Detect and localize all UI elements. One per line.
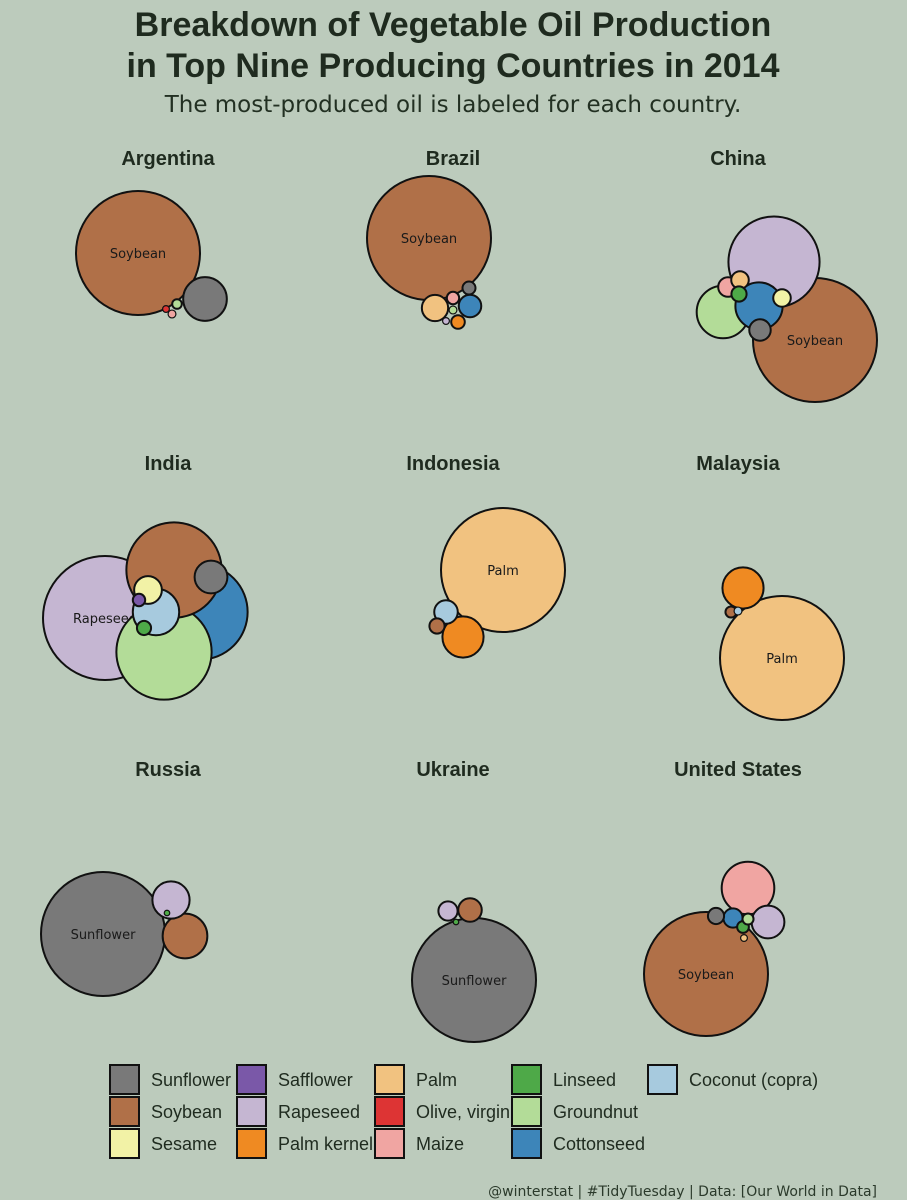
legend-label: Palm <box>416 1070 457 1090</box>
legend-label: Sesame <box>151 1134 217 1154</box>
panel-indonesia: Indonesia Palm <box>406 453 566 659</box>
legend-swatch-sesame <box>109 1128 140 1159</box>
panel-ukraine: Ukraine Sunflower <box>411 759 537 1043</box>
bubble-palm-kernel <box>441 615 485 659</box>
legend-swatch-groundnut <box>511 1096 542 1127</box>
bubble-soybean <box>457 897 483 923</box>
panel-title: Argentina <box>121 148 215 170</box>
panel-brazil: Brazil Soybean <box>366 148 492 330</box>
bubble-palm <box>719 595 845 721</box>
bubble-sesame <box>772 288 792 308</box>
panel-russia: Russia Sunflower <box>40 759 209 997</box>
bubble-palm <box>440 507 566 633</box>
legend-label: Rapeseed <box>278 1102 360 1122</box>
legend-label: Safflower <box>278 1070 353 1090</box>
bubble-maize <box>167 309 177 319</box>
bubble-maize <box>445 290 461 306</box>
panel-title: India <box>145 453 193 475</box>
bubble-groundnut <box>741 912 755 926</box>
legend-label: Coconut (copra) <box>689 1070 818 1090</box>
bubble-label: Palm <box>766 652 798 667</box>
legend: Sunflower Soybean Sesame Safflower Rapeseed P… <box>109 1064 818 1159</box>
bubble-groundnut <box>448 305 458 315</box>
country-panels: Argentina Soybean Brazil Soybean China Soybea… <box>40 148 878 1043</box>
legend-swatch-soybean <box>109 1096 140 1127</box>
panel-argentina: Argentina Soybean <box>75 148 228 322</box>
legend-label: Sunflower <box>151 1070 231 1090</box>
chart-title-line-2: in Top Nine Producing Countries in 2014 <box>127 47 780 85</box>
bubble-soybean <box>75 190 201 316</box>
bubble-cottonseed <box>457 293 483 319</box>
bubble-palm <box>420 293 450 323</box>
bubble-groundnut <box>171 298 183 310</box>
legend-label: Linseed <box>553 1070 616 1090</box>
chart-caption: @winterstat | #TidyTuesday | Data: [Our … <box>488 1184 877 1200</box>
panel-title: Ukraine <box>416 759 489 781</box>
bubble-coconut <box>433 599 459 625</box>
bubble-olive <box>162 305 170 313</box>
panel-title: Russia <box>135 759 201 781</box>
bubble-label: Soybean <box>401 232 457 247</box>
panel-title: China <box>710 148 766 170</box>
bubble-safflower <box>131 592 147 608</box>
panel-title: Brazil <box>426 148 480 170</box>
panel-india: India Rapeseed <box>42 453 249 701</box>
bubble-linseed <box>135 619 153 637</box>
panel-title: Indonesia <box>406 453 500 475</box>
chart-subtitle: The most-produced oil is labeled for eac… <box>164 92 742 118</box>
legend-swatch-palm <box>374 1064 405 1095</box>
bubble-palm-kernel <box>721 566 765 610</box>
panel-malaysia: Malaysia Palm <box>696 453 845 721</box>
bubble-soybean <box>428 617 446 635</box>
legend-swatch-sunflower <box>109 1064 140 1095</box>
bubble-sunflower <box>182 276 228 322</box>
bubble-palm-kernel <box>450 314 466 330</box>
legend-label: Groundnut <box>553 1102 638 1122</box>
bubble-sunflower <box>193 559 229 595</box>
legend-swatch-maize <box>374 1128 405 1159</box>
bubble-label: Palm <box>487 564 519 579</box>
bubble-linseed <box>452 918 460 926</box>
bubble-palm <box>740 934 748 942</box>
panel-title: United States <box>674 759 802 781</box>
legend-swatch-olive <box>374 1096 405 1127</box>
bubble-rapeseed <box>750 904 786 940</box>
legend-swatch-cottonseed <box>511 1128 542 1159</box>
bubble-sunflower <box>461 280 477 296</box>
bubble-label: Soybean <box>787 334 843 349</box>
legend-label: Palm kernel <box>278 1134 373 1154</box>
bubble-label: Sunflower <box>71 928 137 943</box>
legend-swatch-linseed <box>511 1064 542 1095</box>
bubble-rapeseed <box>437 900 459 922</box>
legend-swatch-palm-kernel <box>236 1128 267 1159</box>
legend-label: Soybean <box>151 1102 222 1122</box>
legend-swatch-rapeseed <box>236 1096 267 1127</box>
panel-united-states: United States Soybean <box>643 759 802 1037</box>
bubble-label: Soybean <box>678 968 734 983</box>
bubble-sunflower <box>706 906 726 926</box>
bubble-rapeseed <box>442 317 450 325</box>
bubble-linseed <box>163 909 171 917</box>
legend-label: Cottonseed <box>553 1134 645 1154</box>
legend-swatch-coconut <box>647 1064 678 1095</box>
legend-label: Maize <box>416 1134 464 1154</box>
bubble-soybean <box>643 911 769 1037</box>
panel-title: Malaysia <box>696 453 780 475</box>
legend-swatch-safflower <box>236 1064 267 1095</box>
panel-china: China Soybean <box>695 148 878 403</box>
bubble-soybean <box>161 912 209 960</box>
bubble-label: Sunflower <box>442 974 508 989</box>
legend-label: Olive, virgin <box>416 1102 510 1122</box>
bubble-linseed <box>730 285 748 303</box>
bubble-label: Soybean <box>110 247 166 262</box>
bubble-rapeseed <box>151 880 191 920</box>
chart-title-line-1: Breakdown of Vegetable Oil Production <box>135 6 772 44</box>
bubble-coconut <box>733 606 743 616</box>
bubble-label: Rapeseed <box>73 612 137 627</box>
bubble-sunflower <box>748 318 772 342</box>
